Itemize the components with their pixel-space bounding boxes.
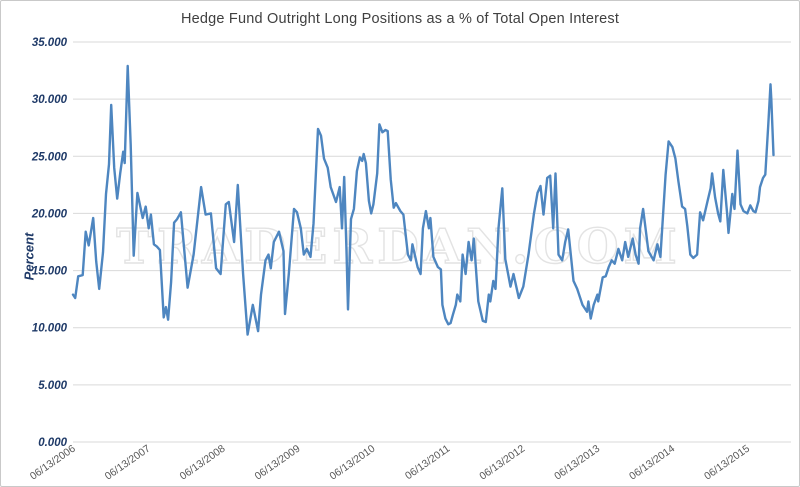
y-tick-label: 30.000 <box>32 94 68 106</box>
x-tick-label: 06/13/2009 <box>253 443 303 483</box>
y-tick-label: 20.000 <box>31 208 68 220</box>
y-tick-label: 10.000 <box>32 323 68 335</box>
x-tick-label: 06/13/2012 <box>477 443 527 483</box>
x-tick-label: 06/13/2011 <box>403 443 452 483</box>
y-tick-label: 15.000 <box>32 266 68 278</box>
chart-title: Hedge Fund Outright Long Positions as a … <box>180 11 620 27</box>
y-axis-title: Percent <box>21 232 37 281</box>
y-tick-label: 0.000 <box>38 437 67 449</box>
x-tick-label: 06/13/2008 <box>178 443 228 483</box>
y-tick-label: 25.000 <box>31 151 68 163</box>
x-tick-label: 06/13/2015 <box>702 443 752 483</box>
watermark-text: TRADERDAN.COM <box>116 219 681 275</box>
y-tick-label: 5.000 <box>38 380 67 392</box>
x-tick-label: 06/13/2007 <box>103 443 153 483</box>
y-tick-label: 35.000 <box>32 37 68 49</box>
series-line <box>71 64 775 336</box>
x-tick-label: 06/13/2013 <box>552 443 602 483</box>
x-tick-label: 06/13/2010 <box>327 443 377 483</box>
x-tick-label: 06/13/2014 <box>627 443 677 483</box>
